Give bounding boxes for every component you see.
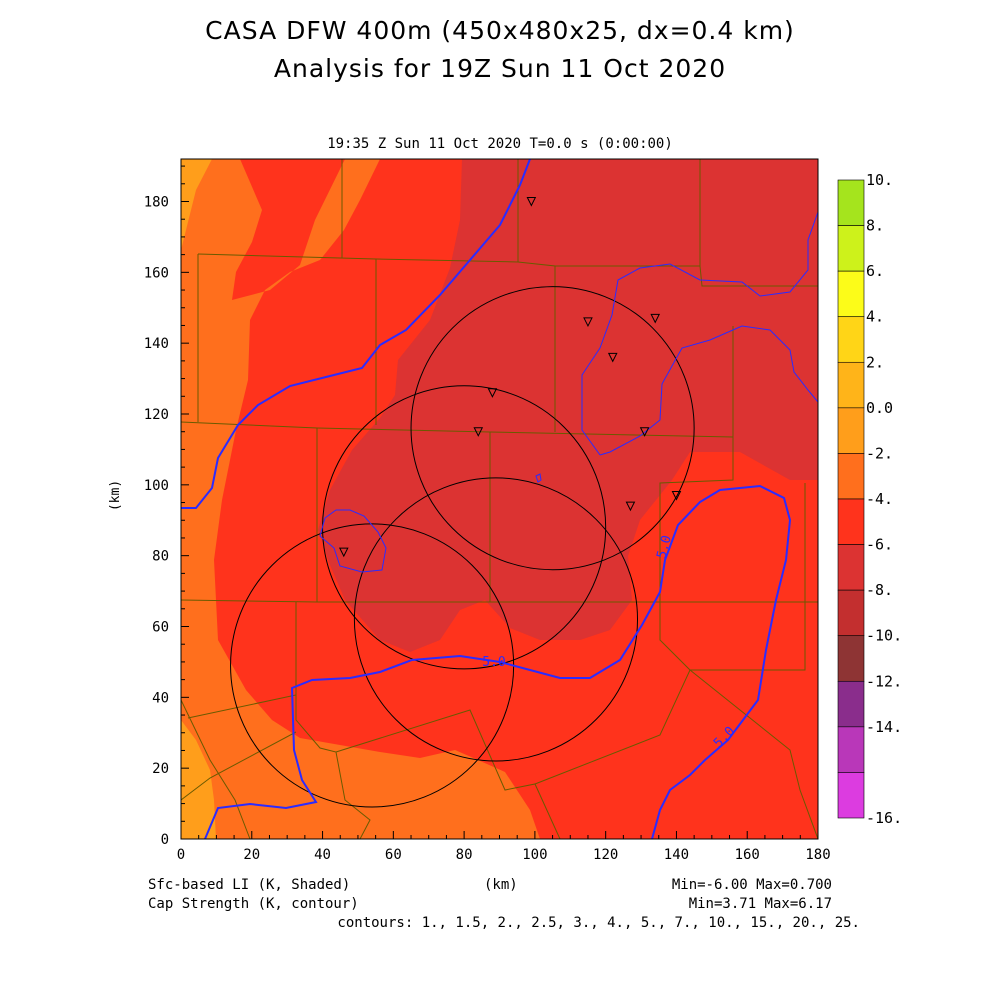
footer-left-2: Cap Strength (K, contour) (148, 896, 359, 912)
station-marker (583, 317, 593, 328)
station-marker (650, 313, 661, 324)
field-band-0-2 (181, 720, 216, 839)
contour-label: 5.0 (482, 655, 505, 670)
colorbar-swatch (837, 635, 865, 682)
colorbar-swatch (837, 316, 865, 363)
x-axis: 0 20 40 60 80 100 120 140 160 180 (177, 831, 831, 863)
colorbar-label: -6. (866, 536, 893, 554)
station-marker (671, 490, 682, 501)
colorbar-swatch (837, 544, 865, 591)
colorbar-label: 2. (866, 353, 884, 371)
y-tick-label: 100 (144, 478, 169, 494)
colorbar-swatch (837, 772, 865, 819)
county-borders (181, 159, 818, 839)
colorbar-swatch (837, 453, 865, 500)
x-tick-label: 180 (805, 847, 830, 863)
chart-subtitle: Analysis for 19Z Sun 11 Oct 2020 (273, 54, 727, 83)
x-tick-label: 120 (593, 847, 618, 863)
x-tick-label: 160 (735, 847, 760, 863)
y-tick-label: 60 (152, 620, 169, 636)
colorbar-label: 0.0 (866, 399, 893, 417)
plot-area (181, 159, 818, 839)
colorbar-label: -16. (866, 809, 902, 827)
x-axis-label: (km) (484, 877, 518, 893)
station-marker (487, 388, 498, 398)
colorbar-label: 8. (866, 217, 884, 235)
y-tick-label: 120 (144, 407, 169, 423)
y-tick-label: 20 (152, 761, 169, 777)
colorbar-swatch (837, 225, 865, 272)
station-marker (526, 197, 537, 207)
plot-header: 19:35 Z Sun 11 Oct 2020 T=0.0 s (0:00:00… (327, 136, 673, 152)
x-tick-label: 40 (314, 847, 331, 863)
colorbar: 10. 8. 6. 4. 2. 0.0 -2. -4. -6. -8. -10. -12. -14. -1… (837, 171, 902, 827)
colorbar-swatch (837, 407, 865, 454)
y-axis: 0 20 40 60 80 100 120 140 160 180 (144, 165, 189, 848)
station-marker (338, 547, 349, 558)
colorbar-label: 10. (866, 171, 893, 189)
colorbar-label: 6. (866, 262, 884, 280)
footer-contours: contours: 1., 1.5, 2., 2.5, 3., 4., 5., … (337, 915, 860, 931)
y-tick-label: 160 (144, 265, 169, 281)
colorbar-swatch (837, 270, 865, 318)
colorbar-label: 4. (866, 308, 884, 326)
cap-contours-thin (319, 211, 818, 573)
colorbar-label: -2. (866, 444, 893, 462)
station-marker (473, 427, 484, 437)
x-tick-label: 0 (177, 847, 185, 863)
cap-contours (181, 159, 792, 839)
y-tick-label: 80 (152, 549, 169, 565)
y-tick-label: 140 (144, 336, 169, 352)
x-tick-label: 140 (664, 847, 689, 863)
y-tick-label: 180 (144, 195, 169, 211)
radar-ring (410, 286, 695, 571)
y-tick-label: 40 (152, 690, 169, 706)
contour-label: 5.0 (654, 534, 675, 561)
colorbar-label: -14. (866, 718, 902, 736)
station-marker (639, 427, 650, 437)
footer-right-1: Min=-6.00 Max=0.700 (671, 877, 832, 893)
x-tick-label: 100 (522, 847, 547, 863)
colorbar-swatch (837, 680, 865, 728)
colorbar-swatch (837, 179, 865, 226)
x-tick-label: 80 (456, 847, 473, 863)
colorbar-swatch (837, 498, 865, 545)
radar-rings (230, 286, 695, 808)
colorbar-swatch (837, 589, 865, 637)
x-tick-label: 60 (385, 847, 402, 863)
station-marker (625, 501, 636, 512)
colorbar-label: -10. (866, 627, 902, 645)
y-tick-label: 0 (161, 832, 169, 848)
station-marker (607, 352, 618, 363)
footer-right-2: Min=3.71 Max=6.17 (688, 896, 832, 912)
field-band-0-2-top (181, 159, 212, 250)
station-markers (338, 197, 682, 558)
chart-title: CASA DFW 400m (450x480x25, dx=0.4 km) (205, 16, 795, 45)
field-band-neg6-neg4 (318, 159, 818, 652)
footer-left-1: Sfc-based LI (K, Shaded) (148, 877, 351, 893)
colorbar-label: -4. (866, 490, 893, 508)
x-tick-label: 20 (243, 847, 260, 863)
radar-ring (353, 477, 639, 762)
colorbar-label: -8. (866, 581, 893, 599)
colorbar-swatch (837, 726, 865, 773)
colorbar-label: -12. (866, 672, 902, 690)
colorbar-swatch (837, 361, 865, 409)
